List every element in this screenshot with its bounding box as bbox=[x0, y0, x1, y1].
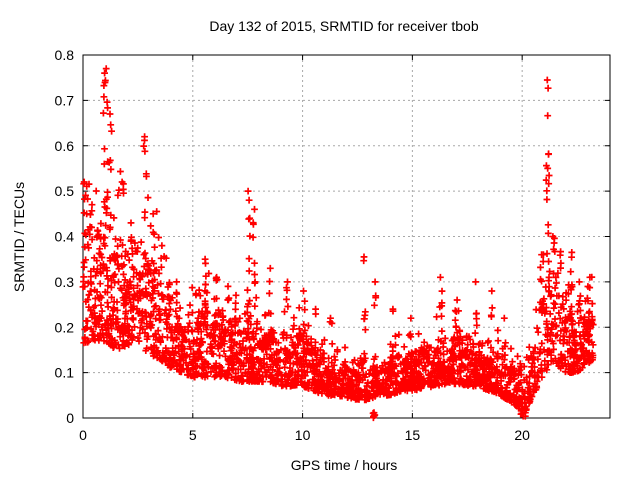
x-tick-label: 10 bbox=[295, 427, 311, 443]
gridlines bbox=[83, 55, 610, 418]
x-tick-label: 5 bbox=[189, 427, 197, 443]
y-tick-label: 0.3 bbox=[55, 274, 75, 290]
scatter-markers bbox=[79, 65, 597, 422]
x-tick-label: 15 bbox=[405, 427, 421, 443]
chart-title: Day 132 of 2015, SRMTID for receiver tbo… bbox=[209, 18, 478, 34]
y-tick-label: 0.4 bbox=[55, 229, 75, 245]
x-tick-label: 20 bbox=[514, 427, 530, 443]
y-tick-label: 0.7 bbox=[55, 92, 75, 108]
data-points bbox=[79, 65, 597, 422]
y-tick-label: 0.1 bbox=[55, 365, 75, 381]
y-tick-label: 0.8 bbox=[55, 47, 75, 63]
y-tick-label: 0.5 bbox=[55, 183, 75, 199]
x-tick-label: 0 bbox=[79, 427, 87, 443]
tick-labels: 0 5 10 15 20 0 0.1 0.2 0.3 0.4 0.5 0.6 0.7 0.8 bbox=[55, 47, 531, 443]
y-tick-label: 0.6 bbox=[55, 138, 75, 154]
y-axis-label: SRMTID / TECUs bbox=[11, 182, 27, 292]
y-tick-label: 0.2 bbox=[55, 319, 75, 335]
y-tick-label: 0 bbox=[66, 410, 74, 426]
x-axis-label: GPS time / hours bbox=[291, 457, 398, 473]
